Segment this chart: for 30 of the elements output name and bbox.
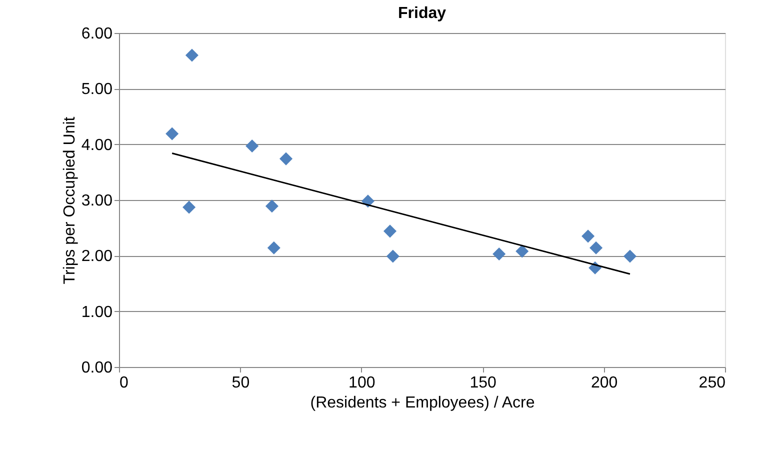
point	[185, 48, 198, 62]
y-tick-label: 3.00	[81, 192, 113, 210]
point	[265, 200, 278, 213]
point	[279, 152, 293, 166]
point	[383, 224, 397, 238]
x-tick-label: 150	[470, 374, 497, 392]
point	[590, 241, 603, 254]
point	[492, 247, 506, 261]
point	[516, 244, 529, 258]
x-tick-label: 250	[698, 374, 726, 392]
point	[267, 241, 280, 254]
y-tick-label: 4.00	[81, 136, 113, 154]
point	[623, 250, 636, 263]
x-tick-label: 100	[348, 374, 376, 392]
y-tick-label: 0.00	[81, 360, 113, 376]
y-tick-label: 1.00	[81, 304, 113, 321]
y-tick-label: 5.00	[81, 81, 113, 98]
point	[582, 230, 595, 243]
y-tick-label: 6.00	[81, 26, 113, 42]
point	[182, 200, 196, 214]
y-tick-label: 2.00	[81, 248, 113, 266]
x-tick-label: 50	[232, 374, 250, 392]
point	[386, 250, 400, 263]
point	[166, 127, 179, 140]
point	[246, 139, 259, 153]
x-axis-title: (Residents + Employees) / Acre	[310, 394, 535, 412]
chart-title: Friday	[398, 5, 446, 22]
x-tick-label: 0	[120, 374, 128, 392]
y-axis-title: Trips per Occupied Unit	[61, 116, 78, 284]
x-tick-label: 200	[590, 374, 618, 392]
